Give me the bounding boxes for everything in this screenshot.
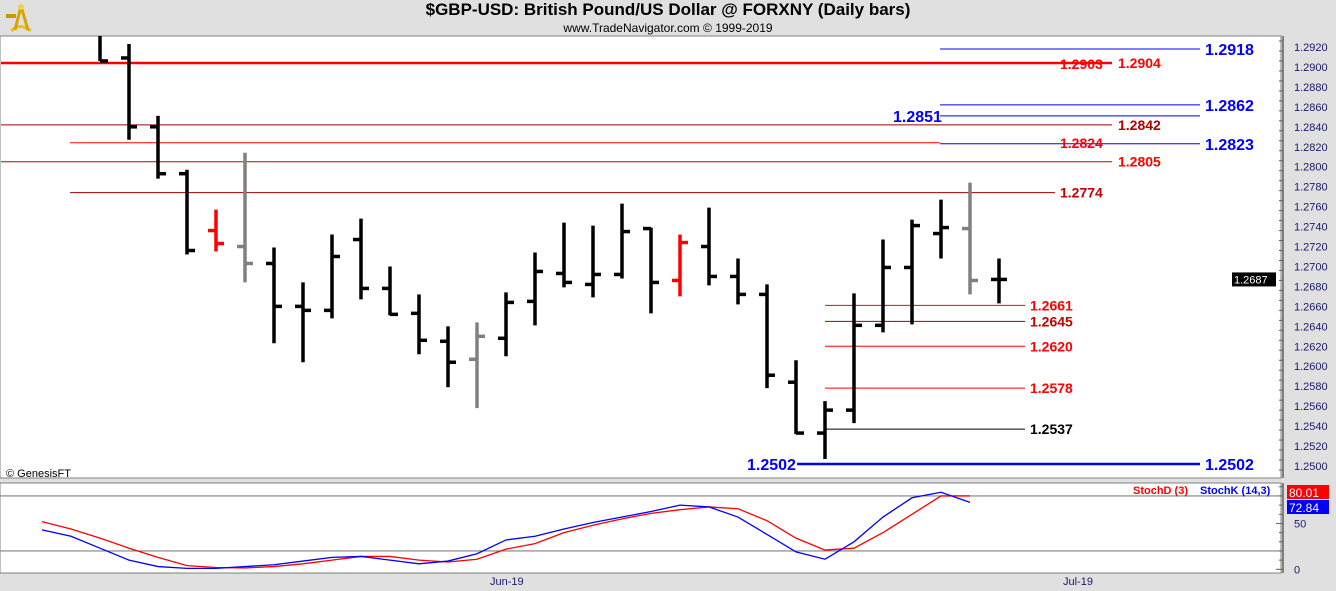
y-tick-label: 1.2560 — [1294, 401, 1328, 413]
level-label: 1.2862 — [1205, 98, 1254, 115]
ohlc-bar — [933, 199, 949, 259]
ohlc-bar — [498, 292, 514, 357]
level-label: 1.2918 — [1205, 42, 1254, 59]
level-label: 1.2502 — [1205, 457, 1254, 474]
ohlc-bar — [759, 284, 775, 389]
ohlc-bar — [98, 36, 108, 63]
y-tick-label: 1.2900 — [1294, 62, 1328, 74]
ohlc-bar — [150, 115, 166, 179]
ohlc-bar — [469, 322, 485, 409]
chart-subtitle: www.TradeNavigator.com © 1999-2019 — [563, 21, 773, 35]
level-label: 1.2661 — [1030, 297, 1073, 313]
ohlc-bar — [701, 207, 717, 286]
ohlc-bar — [411, 294, 427, 355]
y-tick-label: 1.2760 — [1294, 202, 1328, 214]
level-label: 1.2903 — [1060, 56, 1103, 72]
chart-title: $GBP-USD: British Pound/US Dollar @ FORX… — [425, 0, 911, 19]
stoch-tick-label: 50 — [1294, 518, 1306, 530]
y-tick-label: 1.2740 — [1294, 222, 1328, 234]
ohlc-bar — [817, 401, 833, 460]
y-tick-label: 1.2640 — [1294, 321, 1328, 333]
sextant-icon — [6, 4, 32, 32]
ohlc-bar — [585, 225, 601, 298]
y-tick-label: 1.2700 — [1294, 261, 1328, 273]
legend-stochk: StochK (14,3) — [1200, 485, 1271, 497]
ohlc-bar — [846, 293, 862, 424]
y-tick-label: 1.2860 — [1294, 102, 1328, 114]
stoch-tick-label: 0 — [1294, 564, 1300, 576]
y-tick-label: 1.2800 — [1294, 162, 1328, 174]
level-label: 1.2620 — [1030, 338, 1073, 354]
ohlc-bar — [962, 182, 978, 295]
ohlc-bar — [788, 360, 804, 435]
ohlc-bar — [875, 239, 891, 333]
ohlc-bar — [904, 219, 920, 325]
level-label: 1.2537 — [1030, 421, 1073, 437]
level-label: 1.2842 — [1118, 117, 1161, 133]
stoch-value-badge — [1287, 500, 1329, 514]
stoch-value-label: 80.01 — [1289, 486, 1319, 500]
y-tick-label: 1.2600 — [1294, 361, 1328, 373]
y-tick-label: 1.2920 — [1294, 42, 1328, 54]
level-label: 1.2824 — [1060, 135, 1103, 151]
stochastic-panel — [0, 482, 1282, 574]
level-label: 1.2805 — [1118, 154, 1161, 170]
ohlc-bar — [672, 234, 688, 297]
x-tick-label: Jun-19 — [490, 576, 524, 588]
ohlc-bar — [295, 282, 311, 363]
ohlc-bar — [991, 258, 1007, 304]
y-tick-label: 1.2520 — [1294, 441, 1328, 453]
ohlc-bar — [324, 234, 340, 319]
level-label: 1.2502 — [747, 457, 796, 474]
ohlc-bar — [440, 326, 456, 388]
last-price-badge — [1232, 272, 1276, 287]
stochk-line — [41, 491, 971, 570]
y-tick-label: 1.2780 — [1294, 182, 1328, 194]
y-tick-label: 1.2680 — [1294, 281, 1328, 293]
ohlc-bar — [179, 169, 195, 255]
y-tick-label: 1.2620 — [1294, 341, 1328, 353]
stochd-line — [41, 495, 970, 569]
y-tick-label: 1.2820 — [1294, 142, 1328, 154]
ohlc-bar — [643, 226, 659, 314]
level-label: 1.2851 — [893, 109, 942, 126]
y-tick-label: 1.2840 — [1294, 122, 1328, 134]
ohlc-bar — [382, 266, 398, 317]
y-tick-label: 1.2660 — [1294, 301, 1328, 313]
ohlc-bar — [614, 203, 630, 279]
y-tick-label: 1.2500 — [1294, 461, 1328, 473]
level-label: 1.2904 — [1118, 55, 1161, 71]
watermark: © GenesisFT — [6, 468, 71, 480]
ohlc-bar — [353, 218, 369, 300]
level-label: 1.2645 — [1030, 313, 1073, 329]
ohlc-bar — [527, 252, 543, 326]
level-label: 1.2774 — [1060, 185, 1103, 201]
ohlc-bar — [208, 209, 224, 252]
ohlc-bar — [266, 247, 282, 344]
x-tick-label: Jul-19 — [1063, 576, 1093, 588]
stoch-value-badge — [1287, 485, 1329, 499]
stoch-value-label: 72.84 — [1289, 501, 1319, 515]
level-label: 1.2823 — [1205, 137, 1254, 154]
price-panel — [0, 35, 1282, 479]
y-tick-label: 1.2580 — [1294, 381, 1328, 393]
ohlc-bar — [730, 258, 746, 305]
y-tick-label: 1.2880 — [1294, 82, 1328, 94]
ohlc-bar — [237, 152, 253, 283]
ohlc-bar — [556, 222, 572, 288]
last-price-label: 1.2687 — [1234, 274, 1268, 286]
level-label: 1.2578 — [1030, 380, 1073, 396]
ohlc-bar — [121, 44, 137, 140]
y-tick-label: 1.2540 — [1294, 421, 1328, 433]
legend-stochd: StochD (3) — [1133, 485, 1188, 497]
y-tick-label: 1.2720 — [1294, 242, 1328, 254]
